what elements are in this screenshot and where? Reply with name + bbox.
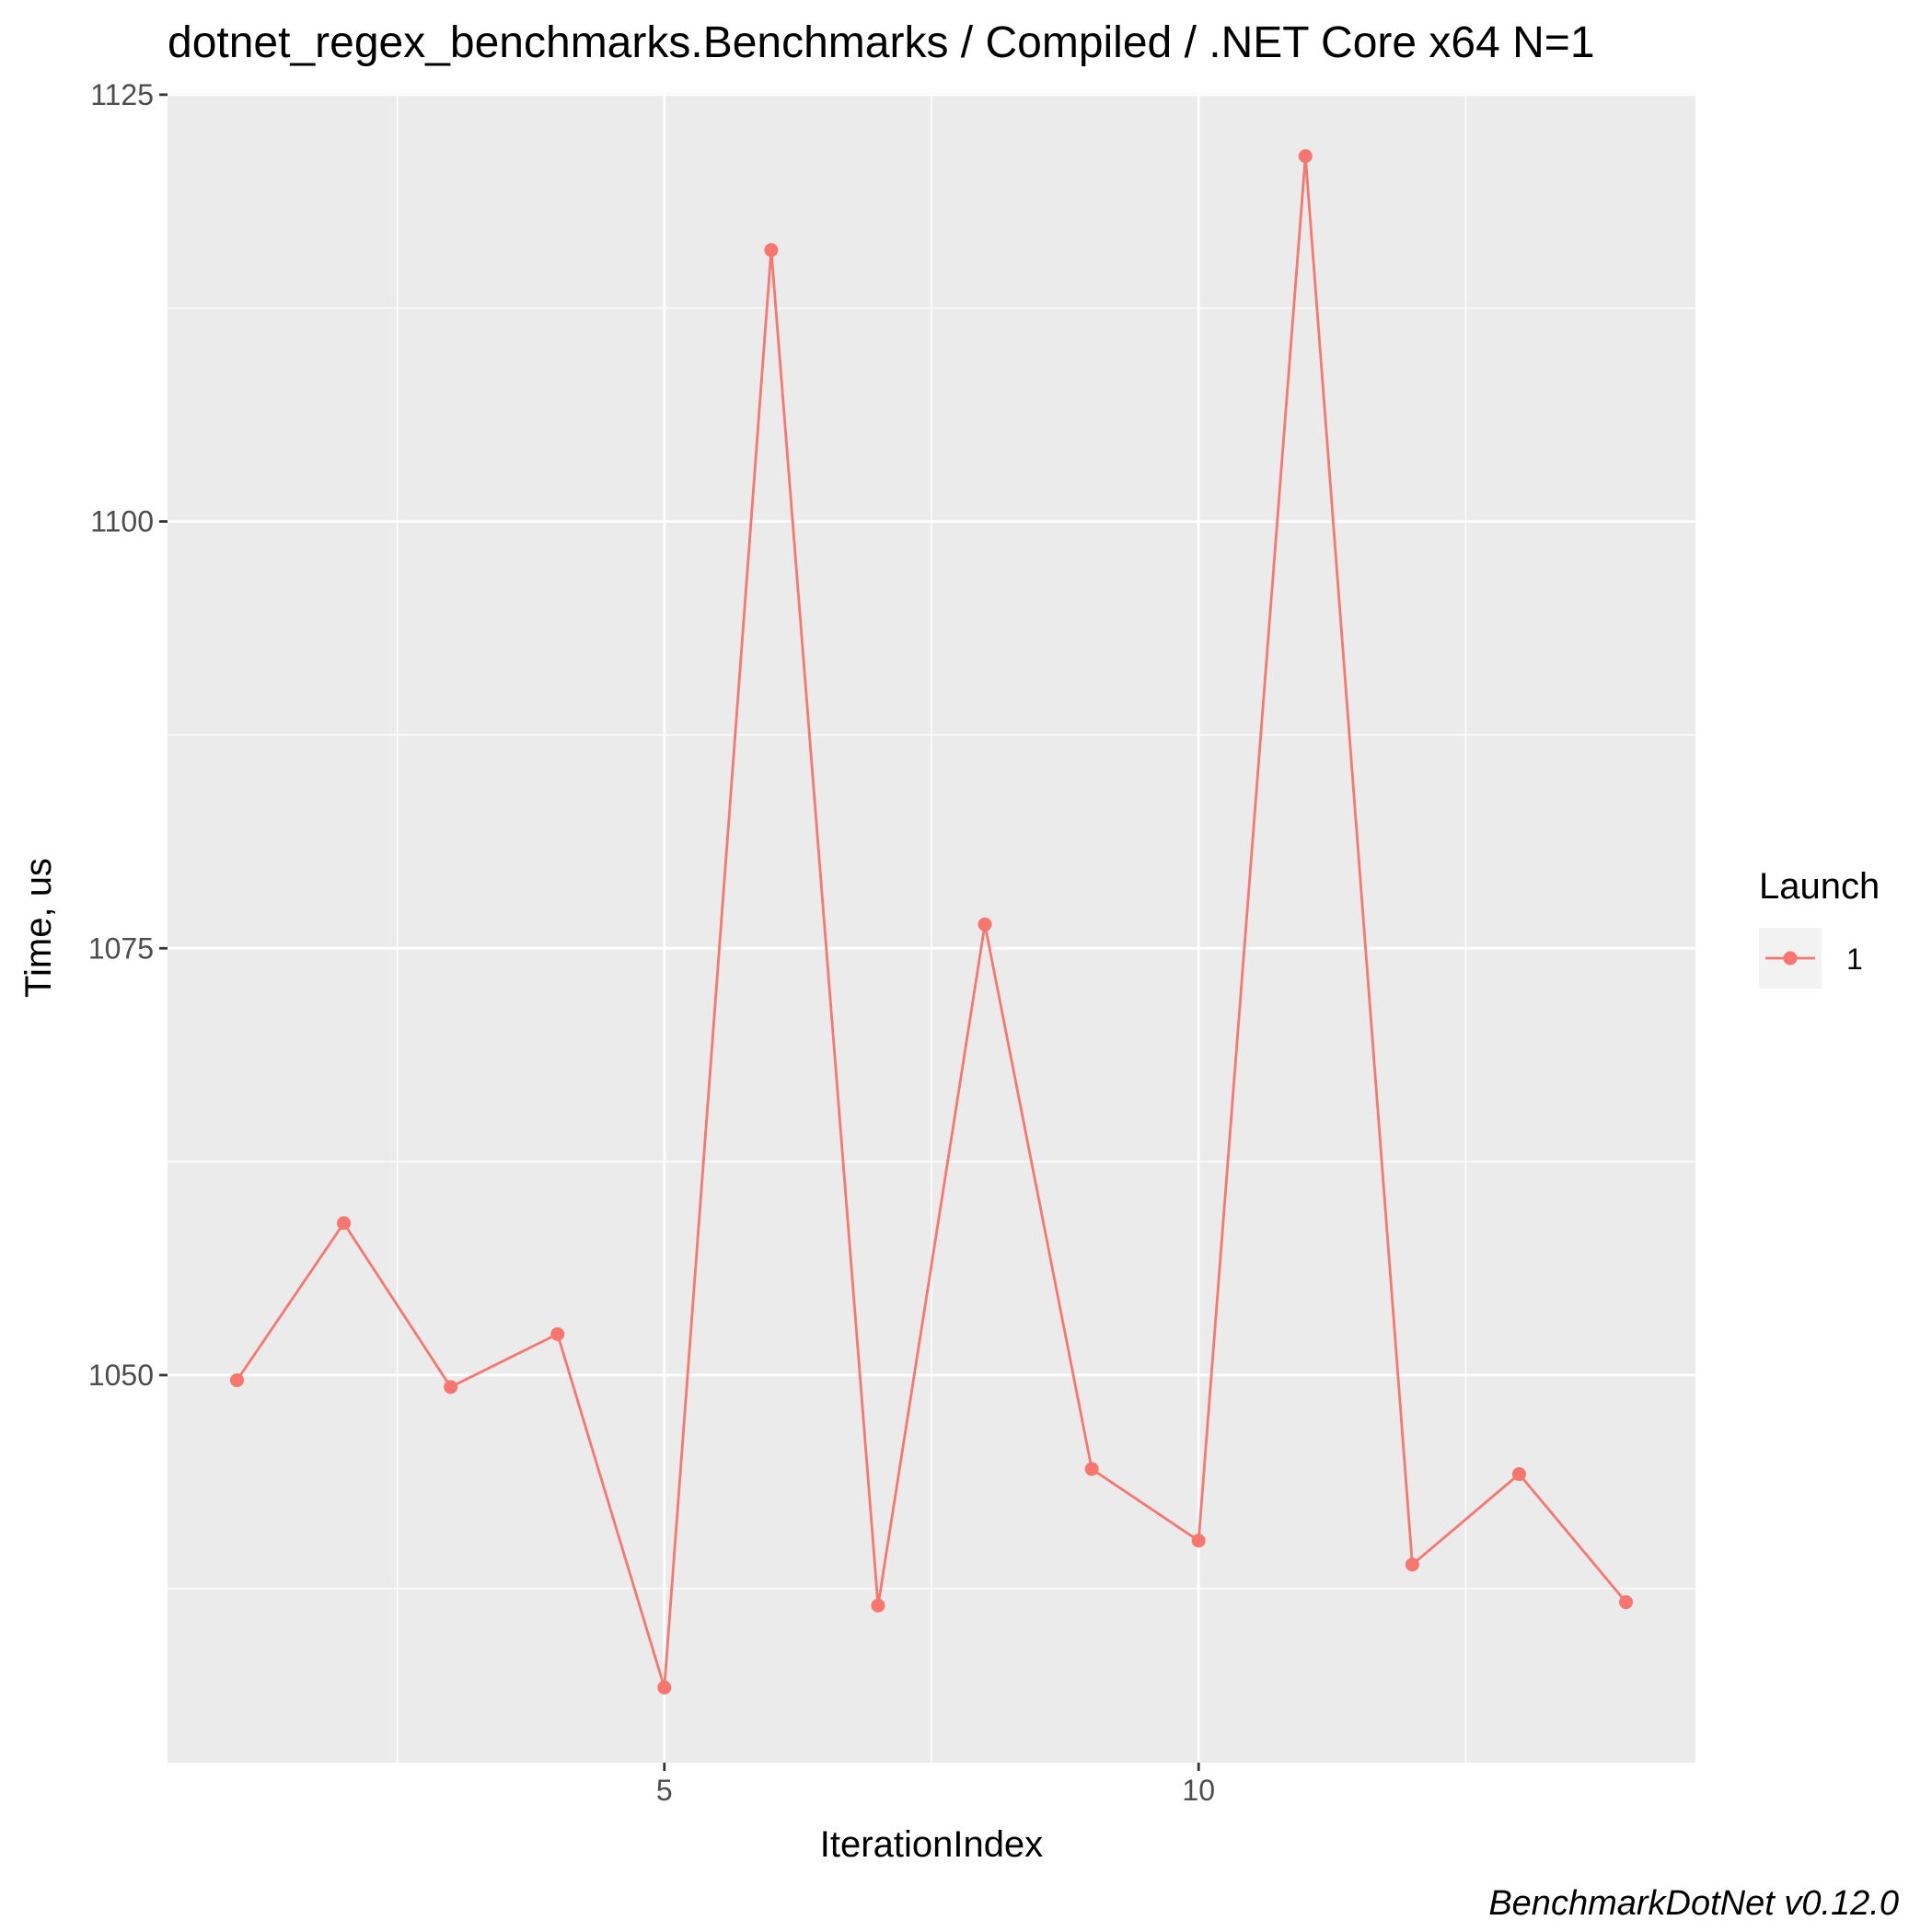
data-point (444, 1380, 458, 1394)
data-point (550, 1326, 565, 1341)
y-tick-label: 1100 (90, 505, 154, 538)
chart-title: dotnet_regex_benchmarks.Benchmarks / Com… (168, 18, 1595, 67)
y-tick-label: 1075 (88, 931, 154, 965)
chart-caption: BenchmarkDotNet v0.12.0 (1488, 1884, 1899, 1923)
y-tick-label: 1050 (88, 1359, 154, 1392)
data-point (1619, 1595, 1634, 1610)
legend-key-point (1783, 951, 1798, 966)
major-gridlines (168, 93, 1695, 1763)
x-axis-title: IterationIndex (820, 1824, 1043, 1865)
data-point (229, 1373, 244, 1388)
y-tick-label: 1125 (90, 78, 154, 111)
data-point (1191, 1533, 1206, 1548)
minor-gridlines (168, 93, 1695, 1763)
data-point (657, 1680, 672, 1695)
data-point (1298, 149, 1313, 164)
data-point (978, 917, 992, 931)
data-point (1084, 1462, 1099, 1476)
data-point (764, 243, 779, 258)
tick-labels: 5 10 1050 1075 1100 1125 (88, 78, 1215, 1807)
legend: Launch 1 (1759, 866, 1880, 989)
x-tick-label: 10 (1182, 1774, 1215, 1807)
legend-title: Launch (1759, 866, 1880, 907)
data-point (871, 1598, 885, 1613)
x-tick-label: 5 (656, 1774, 673, 1807)
axis-ticks (159, 93, 1200, 1771)
series-layer (229, 149, 1634, 1695)
data-point (337, 1216, 352, 1231)
series-line (236, 155, 1627, 1689)
data-point (1511, 1467, 1526, 1482)
y-axis-title: Time, us (18, 858, 59, 998)
data-point (1405, 1557, 1419, 1572)
legend-item-label: 1 (1846, 943, 1863, 976)
